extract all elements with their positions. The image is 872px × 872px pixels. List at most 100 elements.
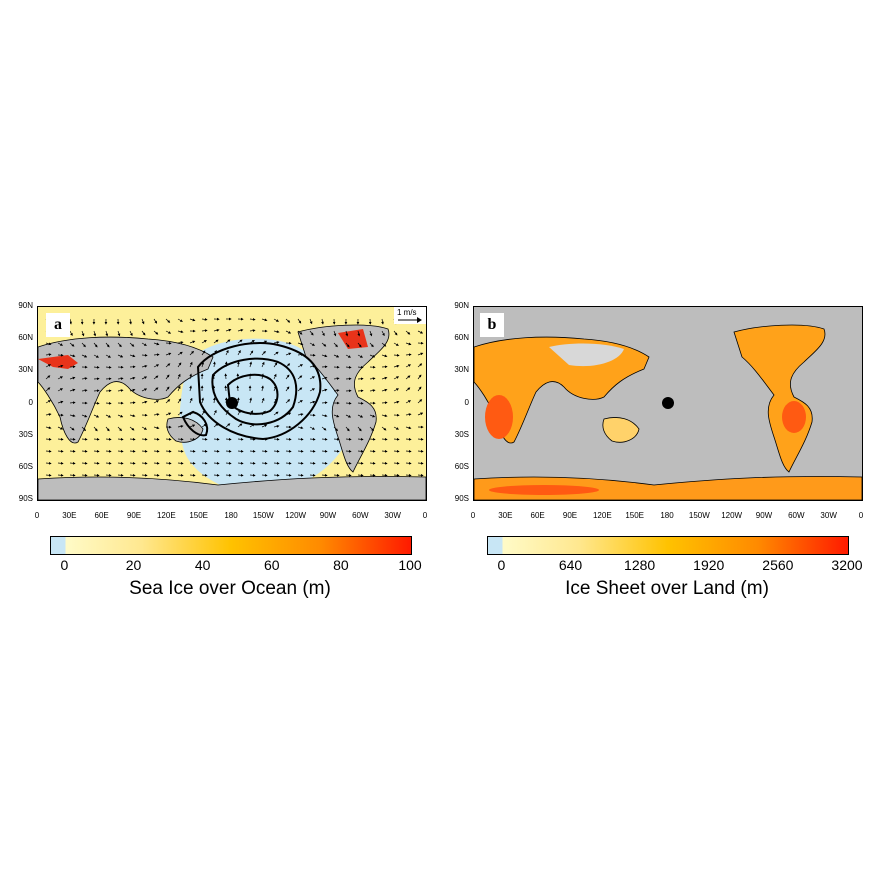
wind-arrow	[213, 328, 220, 332]
wind-arrow	[405, 353, 412, 357]
wind-arrow	[105, 437, 112, 441]
location-marker	[662, 397, 674, 409]
wind-arrow	[369, 437, 376, 441]
wind-arrow	[333, 377, 340, 380]
wind-arrow	[333, 389, 340, 392]
wind-arrow	[357, 473, 364, 477]
wind-arrow	[69, 388, 76, 392]
wind-arrow	[321, 342, 327, 347]
wind-arrow	[141, 364, 148, 368]
wind-arrow	[153, 364, 160, 368]
wind-arrow	[213, 423, 219, 428]
wind-arrow	[309, 449, 316, 453]
y-tick-label: 90N	[454, 301, 469, 310]
wind-arrow	[129, 473, 136, 477]
wind-arrow	[405, 375, 411, 380]
wind-arrow	[273, 330, 280, 334]
wind-arrow	[273, 473, 280, 477]
x-tick-label: 120W	[285, 511, 307, 520]
wind-arrow	[153, 375, 159, 380]
wind-arrow	[129, 354, 136, 358]
wind-vectors	[45, 317, 424, 477]
wind-arrow	[285, 399, 291, 404]
wind-arrow	[345, 414, 352, 418]
wind-arrow	[45, 364, 52, 368]
wind-arrow	[153, 353, 160, 357]
wind-arrow	[237, 361, 240, 368]
wind-arrow	[321, 354, 328, 358]
wind-arrow	[273, 424, 280, 428]
wind-arrow	[321, 401, 328, 405]
wind-arrow	[141, 400, 148, 404]
wind-arrow	[57, 449, 64, 453]
wind-arrow	[249, 340, 255, 344]
wind-arrow	[153, 387, 159, 392]
y-tick-label: 60S	[18, 461, 33, 471]
wind-arrow	[345, 449, 352, 453]
y-tick-label: 30S	[18, 429, 33, 439]
wind-arrow	[165, 449, 172, 453]
wind-arrow	[81, 389, 88, 392]
wind-arrow	[297, 473, 304, 477]
reference-vector-label: 1 m/s	[397, 308, 417, 317]
x-tick-label: 0	[858, 511, 864, 520]
wind-arrow	[405, 449, 412, 453]
central-asia-low	[549, 343, 624, 367]
wind-arrow	[177, 373, 181, 380]
wind-arrow	[357, 365, 364, 369]
wind-arrow	[405, 330, 411, 335]
panel-a-colorbar	[50, 536, 412, 555]
wind-arrow	[273, 351, 279, 356]
wind-arrow	[69, 354, 76, 358]
wind-arrow	[357, 401, 364, 405]
wind-arrow	[153, 400, 160, 404]
x-tick-label: 60E	[530, 511, 545, 520]
wind-arrow	[153, 437, 160, 441]
wind-arrow	[249, 473, 256, 477]
wind-arrow	[345, 354, 352, 358]
wind-arrow	[381, 449, 388, 453]
panel-label-b: b	[480, 313, 504, 337]
wind-arrow	[93, 437, 100, 441]
wind-arrow	[417, 363, 423, 368]
wind-arrow	[309, 318, 313, 325]
wind-arrow	[105, 354, 112, 358]
wind-arrow	[45, 461, 52, 465]
wind-arrow	[69, 437, 76, 441]
wind-arrow	[381, 461, 388, 465]
wind-arrow	[236, 397, 240, 404]
wind-arrow	[405, 473, 412, 477]
wind-arrow	[117, 473, 124, 477]
wind-arrow	[57, 426, 64, 430]
wind-arrow	[141, 388, 148, 392]
wind-arrow	[357, 437, 364, 441]
wind-arrow	[309, 376, 316, 380]
wind-arrow	[297, 400, 303, 404]
wind-arrow	[285, 374, 290, 380]
wind-arrow	[141, 330, 146, 336]
wind-arrow	[189, 437, 196, 441]
colorbar-tick-label: 1280	[624, 557, 656, 573]
wind-arrow	[393, 449, 400, 453]
wind-arrow	[237, 437, 244, 441]
wind-arrow	[213, 437, 220, 441]
wind-arrow	[81, 473, 88, 477]
x-tick-label: 60W	[352, 511, 369, 520]
wind-arrow	[165, 437, 172, 441]
wind-arrow	[405, 461, 412, 465]
wind-arrow	[393, 426, 400, 430]
wind-arrow	[201, 449, 208, 453]
colorbar-tick-label: 1920	[693, 557, 725, 573]
wind-arrow	[93, 461, 100, 465]
x-tick-label: 30W	[384, 511, 401, 520]
wind-arrow	[333, 426, 338, 432]
wind-arrow	[153, 461, 160, 465]
americas	[297, 324, 390, 473]
wind-arrow	[105, 342, 110, 348]
wind-arrow	[333, 342, 338, 348]
wind-arrow	[189, 397, 193, 404]
wind-arrow	[212, 397, 216, 404]
x-tick-label: 150E	[189, 511, 208, 520]
wind-arrow	[189, 424, 196, 428]
wind-arrow	[285, 386, 290, 392]
